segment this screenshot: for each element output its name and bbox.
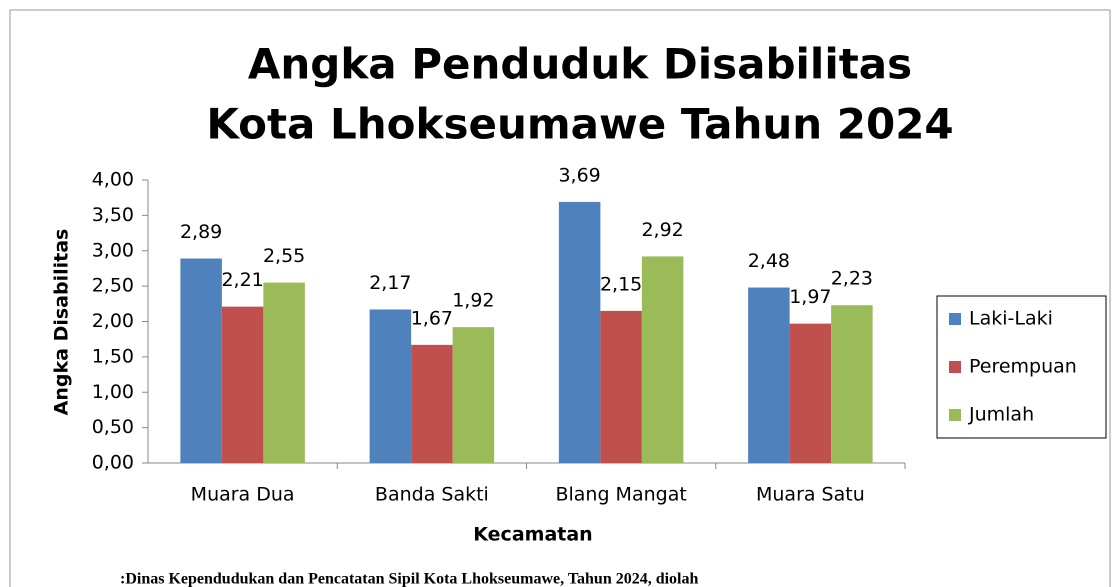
bar xyxy=(789,323,832,463)
data-label: 2,89 xyxy=(180,221,222,243)
bar xyxy=(221,306,264,463)
x-tick-label: Blang Mangat xyxy=(555,484,686,506)
y-tick-label: 1,50 xyxy=(92,345,134,367)
legend-label: Jumlah xyxy=(968,404,1034,426)
data-label: 1,97 xyxy=(789,286,831,308)
data-label: 1,92 xyxy=(452,290,494,312)
source-note: :Dinas Kependudukan dan Pencatatan Sipil… xyxy=(120,571,699,587)
y-tick-label: 0,50 xyxy=(92,416,134,438)
x-tick-label: Banda Sakti xyxy=(375,484,489,506)
data-label: 2,15 xyxy=(600,273,642,295)
y-tick-label: 3,50 xyxy=(92,204,134,226)
bar xyxy=(831,305,873,463)
legend-swatch xyxy=(949,409,961,421)
bar xyxy=(180,258,222,463)
bar xyxy=(411,344,453,463)
y-tick-label: 2,50 xyxy=(92,275,134,297)
data-label: 2,17 xyxy=(369,272,411,294)
x-axis-title: Kecamatan xyxy=(473,524,592,546)
bar xyxy=(600,310,642,463)
data-label: 2,23 xyxy=(831,268,873,290)
bar xyxy=(369,309,412,463)
data-label: 3,69 xyxy=(558,164,600,186)
bar xyxy=(641,256,684,463)
bar xyxy=(452,327,495,463)
x-tick-label: Muara Dua xyxy=(191,484,295,506)
y-tick-label: 3,00 xyxy=(92,239,134,261)
y-tick-label: 4,00 xyxy=(92,169,134,191)
y-axis-title: Angka Disabilitas xyxy=(51,229,73,416)
y-tick-label: 1,00 xyxy=(92,381,134,403)
y-tick-label: 0,00 xyxy=(92,452,134,474)
chart-title: Angka Penduduk Disabilitas xyxy=(248,40,912,89)
legend-box xyxy=(936,295,1107,439)
legend-swatch xyxy=(949,361,961,373)
legend-label: Laki-Laki xyxy=(969,308,1053,330)
data-label: 2,55 xyxy=(263,245,305,267)
bar xyxy=(263,282,305,463)
legend-label: Perempuan xyxy=(969,356,1077,378)
legend-swatch xyxy=(949,313,961,325)
chart-title: Kota Lhokseumawe Tahun 2024 xyxy=(206,100,953,149)
bar xyxy=(558,201,601,463)
data-label: 1,67 xyxy=(411,307,453,329)
data-label: 2,21 xyxy=(221,269,263,291)
bar xyxy=(748,287,790,463)
data-label: 2,92 xyxy=(641,219,683,241)
chart-border xyxy=(9,9,1111,587)
y-tick-label: 2,00 xyxy=(92,310,134,332)
data-label: 2,48 xyxy=(748,250,790,272)
x-tick-label: Muara Satu xyxy=(756,484,865,506)
